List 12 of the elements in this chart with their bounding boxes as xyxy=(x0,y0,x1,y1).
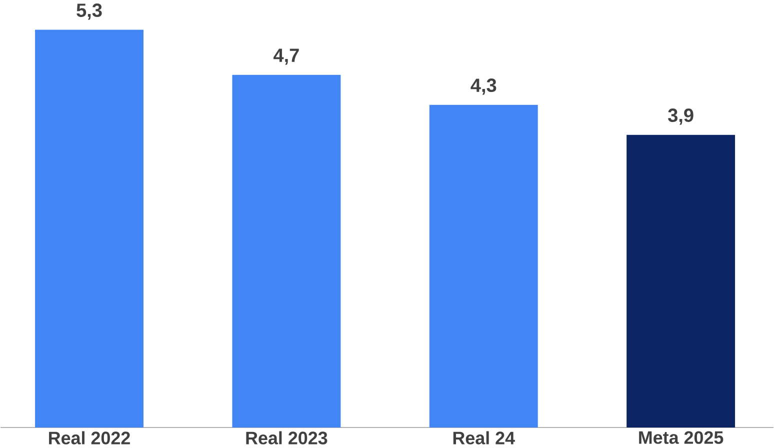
bar xyxy=(626,134,736,428)
x-tick-label: Meta 2025 xyxy=(639,431,724,444)
x-tick-label: Real 2022 xyxy=(49,431,130,444)
data-label: 4,7 xyxy=(274,48,299,65)
x-tick-label: Real 2023 xyxy=(246,431,328,444)
bar xyxy=(429,104,538,428)
data-label: 3,9 xyxy=(668,108,694,125)
data-label: 4,3 xyxy=(470,78,496,95)
data-label: 5,3 xyxy=(76,4,102,20)
x-tick-label: Real 24 xyxy=(453,431,515,444)
bar xyxy=(232,74,341,428)
bar xyxy=(35,30,144,428)
